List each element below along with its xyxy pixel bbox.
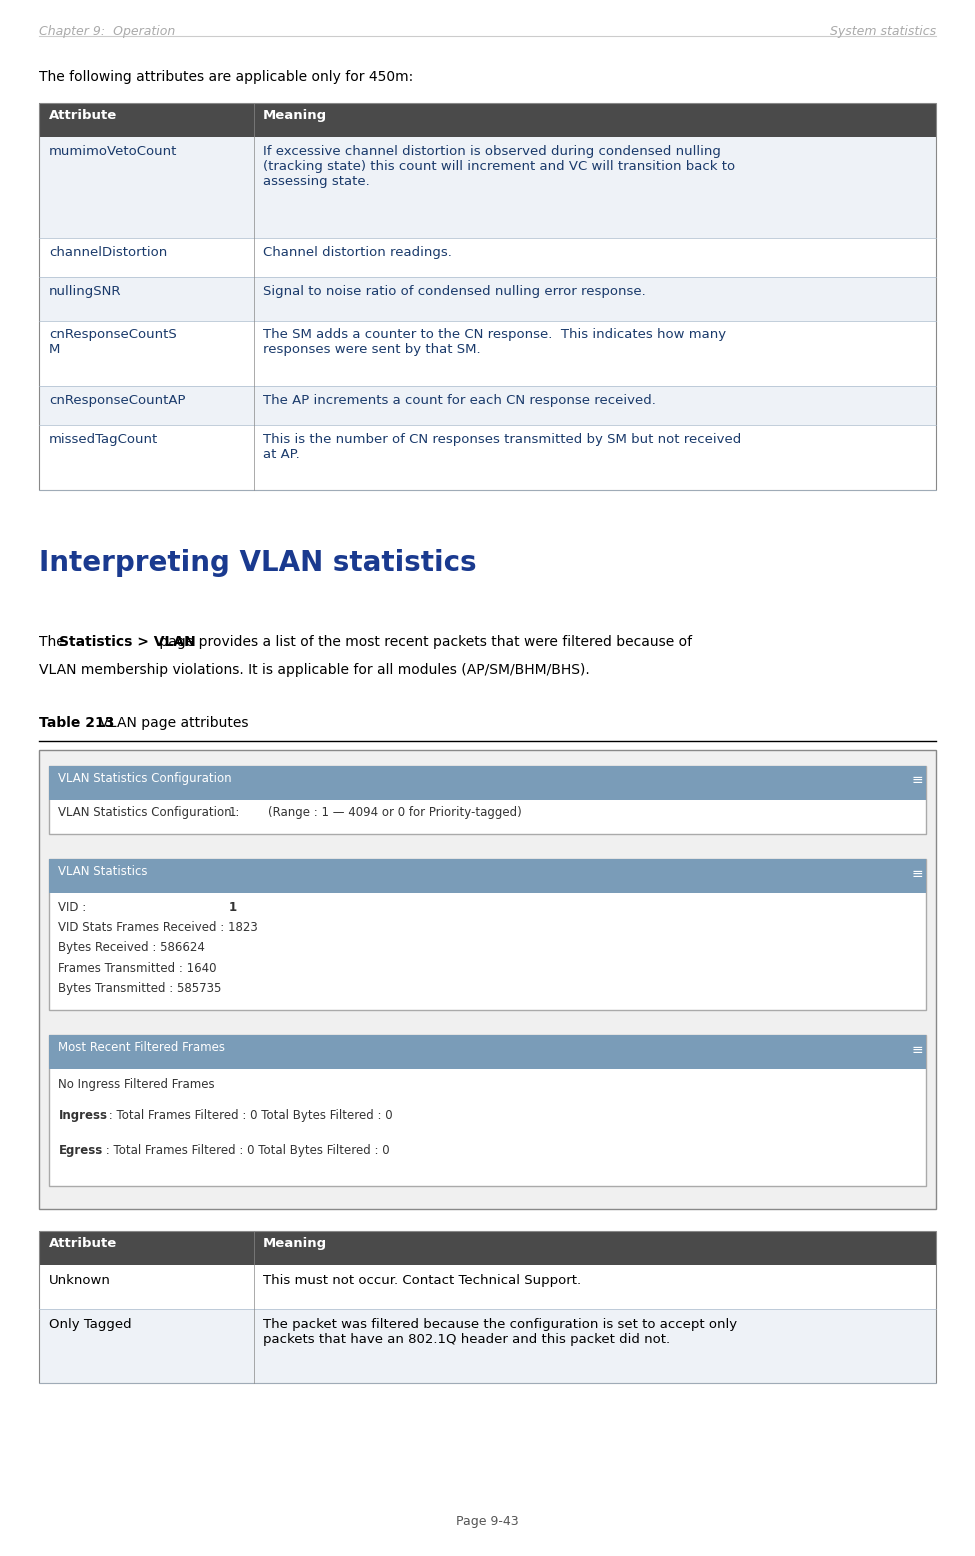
Bar [39,1231,936,1265]
Text: Statistics > VLAN: Statistics > VLAN [59,635,196,649]
Text: Table 213: Table 213 [39,716,114,730]
Text: Ingress: Ingress [58,1109,107,1122]
Text: If excessive channel distortion is observed during condensed nulling
(tracking s: If excessive channel distortion is obser… [263,145,735,188]
Bar [39,277,936,321]
Text: This is the number of CN responses transmitted by SM but not received
at AP.: This is the number of CN responses trans… [263,433,742,461]
Bar [39,321,936,386]
Text: Bytes Transmitted : 585735: Bytes Transmitted : 585735 [58,982,222,994]
Bar [39,1309,936,1383]
Text: VLAN Statistics Configuration :: VLAN Statistics Configuration : [58,806,240,818]
Text: Signal to noise ratio of condensed nulling error response.: Signal to noise ratio of condensed nulli… [263,285,646,297]
Text: Only Tagged: Only Tagged [49,1318,132,1330]
Text: missedTagCount: missedTagCount [49,433,158,445]
Text: nullingSNR: nullingSNR [49,285,121,297]
Text: channelDistortion: channelDistortion [49,246,167,258]
Text: (Range : 1 — 4094 or 0 for Priority-tagged): (Range : 1 — 4094 or 0 for Priority-tagg… [268,806,522,818]
Text: Egress: Egress [58,1144,102,1156]
Bar [39,137,936,238]
Bar [39,1265,936,1309]
Text: This must not occur. Contact Technical Support.: This must not occur. Contact Technical S… [263,1274,581,1287]
Text: The AP increments a count for each CN response received.: The AP increments a count for each CN re… [263,394,656,406]
Text: page provides a list of the most recent packets that were filtered because of: page provides a list of the most recent … [155,635,692,649]
Text: Page 9-43: Page 9-43 [456,1516,519,1528]
Text: Unknown: Unknown [49,1274,110,1287]
Bar [49,1035,926,1186]
Bar [49,1035,926,1069]
Text: cnResponseCountS
M: cnResponseCountS M [49,328,176,356]
Text: ≡: ≡ [912,867,923,881]
Text: The: The [39,635,69,649]
Bar [49,766,926,800]
Text: cnResponseCountAP: cnResponseCountAP [49,394,185,406]
Bar [49,766,926,834]
Text: Interpreting VLAN statistics: Interpreting VLAN statistics [39,549,477,577]
Text: mumimoVetoCount: mumimoVetoCount [49,145,177,157]
Text: VLAN membership violations. It is applicable for all modules (AP/SM/BHM/BHS).: VLAN membership violations. It is applic… [39,663,590,677]
Text: System statistics: System statistics [830,25,936,37]
Bar [39,103,936,490]
Text: Attribute: Attribute [49,109,117,121]
Text: Chapter 9:  Operation: Chapter 9: Operation [39,25,176,37]
Text: Meaning: Meaning [263,109,328,121]
Text: No Ingress Filtered Frames: No Ingress Filtered Frames [58,1078,215,1091]
Text: Meaning: Meaning [263,1237,328,1249]
Text: VLAN Statistics: VLAN Statistics [58,865,148,878]
Text: The following attributes are applicable only for 450m:: The following attributes are applicable … [39,70,413,84]
Text: VLAN page attributes: VLAN page attributes [95,716,248,730]
Bar [39,238,936,277]
Text: The SM adds a counter to the CN response.  This indicates how many
responses wer: The SM adds a counter to the CN response… [263,328,726,356]
Text: Attribute: Attribute [49,1237,117,1249]
Bar [39,386,936,425]
Bar [39,103,936,137]
Text: VID :: VID : [58,901,87,913]
Text: 1: 1 [229,806,237,818]
Text: Most Recent Filtered Frames: Most Recent Filtered Frames [58,1041,225,1053]
Bar [39,750,936,1209]
Text: 1: 1 [229,901,237,913]
Text: : Total Frames Filtered : 0 Total Bytes Filtered : 0: : Total Frames Filtered : 0 Total Bytes … [102,1144,390,1156]
Bar [49,859,926,893]
Text: VID Stats Frames Received : 1823: VID Stats Frames Received : 1823 [58,921,258,934]
Text: The packet was filtered because the configuration is set to accept only
packets : The packet was filtered because the conf… [263,1318,737,1346]
Text: Bytes Received : 586624: Bytes Received : 586624 [58,941,206,954]
Text: VLAN Statistics Configuration: VLAN Statistics Configuration [58,772,232,784]
Text: : Total Frames Filtered : 0 Total Bytes Filtered : 0: : Total Frames Filtered : 0 Total Bytes … [105,1109,393,1122]
Text: ≡: ≡ [912,773,923,787]
Text: Channel distortion readings.: Channel distortion readings. [263,246,452,258]
Bar [39,425,936,490]
Bar [39,1231,936,1383]
Text: ≡: ≡ [912,1043,923,1057]
Bar [49,859,926,1010]
Text: Frames Transmitted : 1640: Frames Transmitted : 1640 [58,962,217,974]
